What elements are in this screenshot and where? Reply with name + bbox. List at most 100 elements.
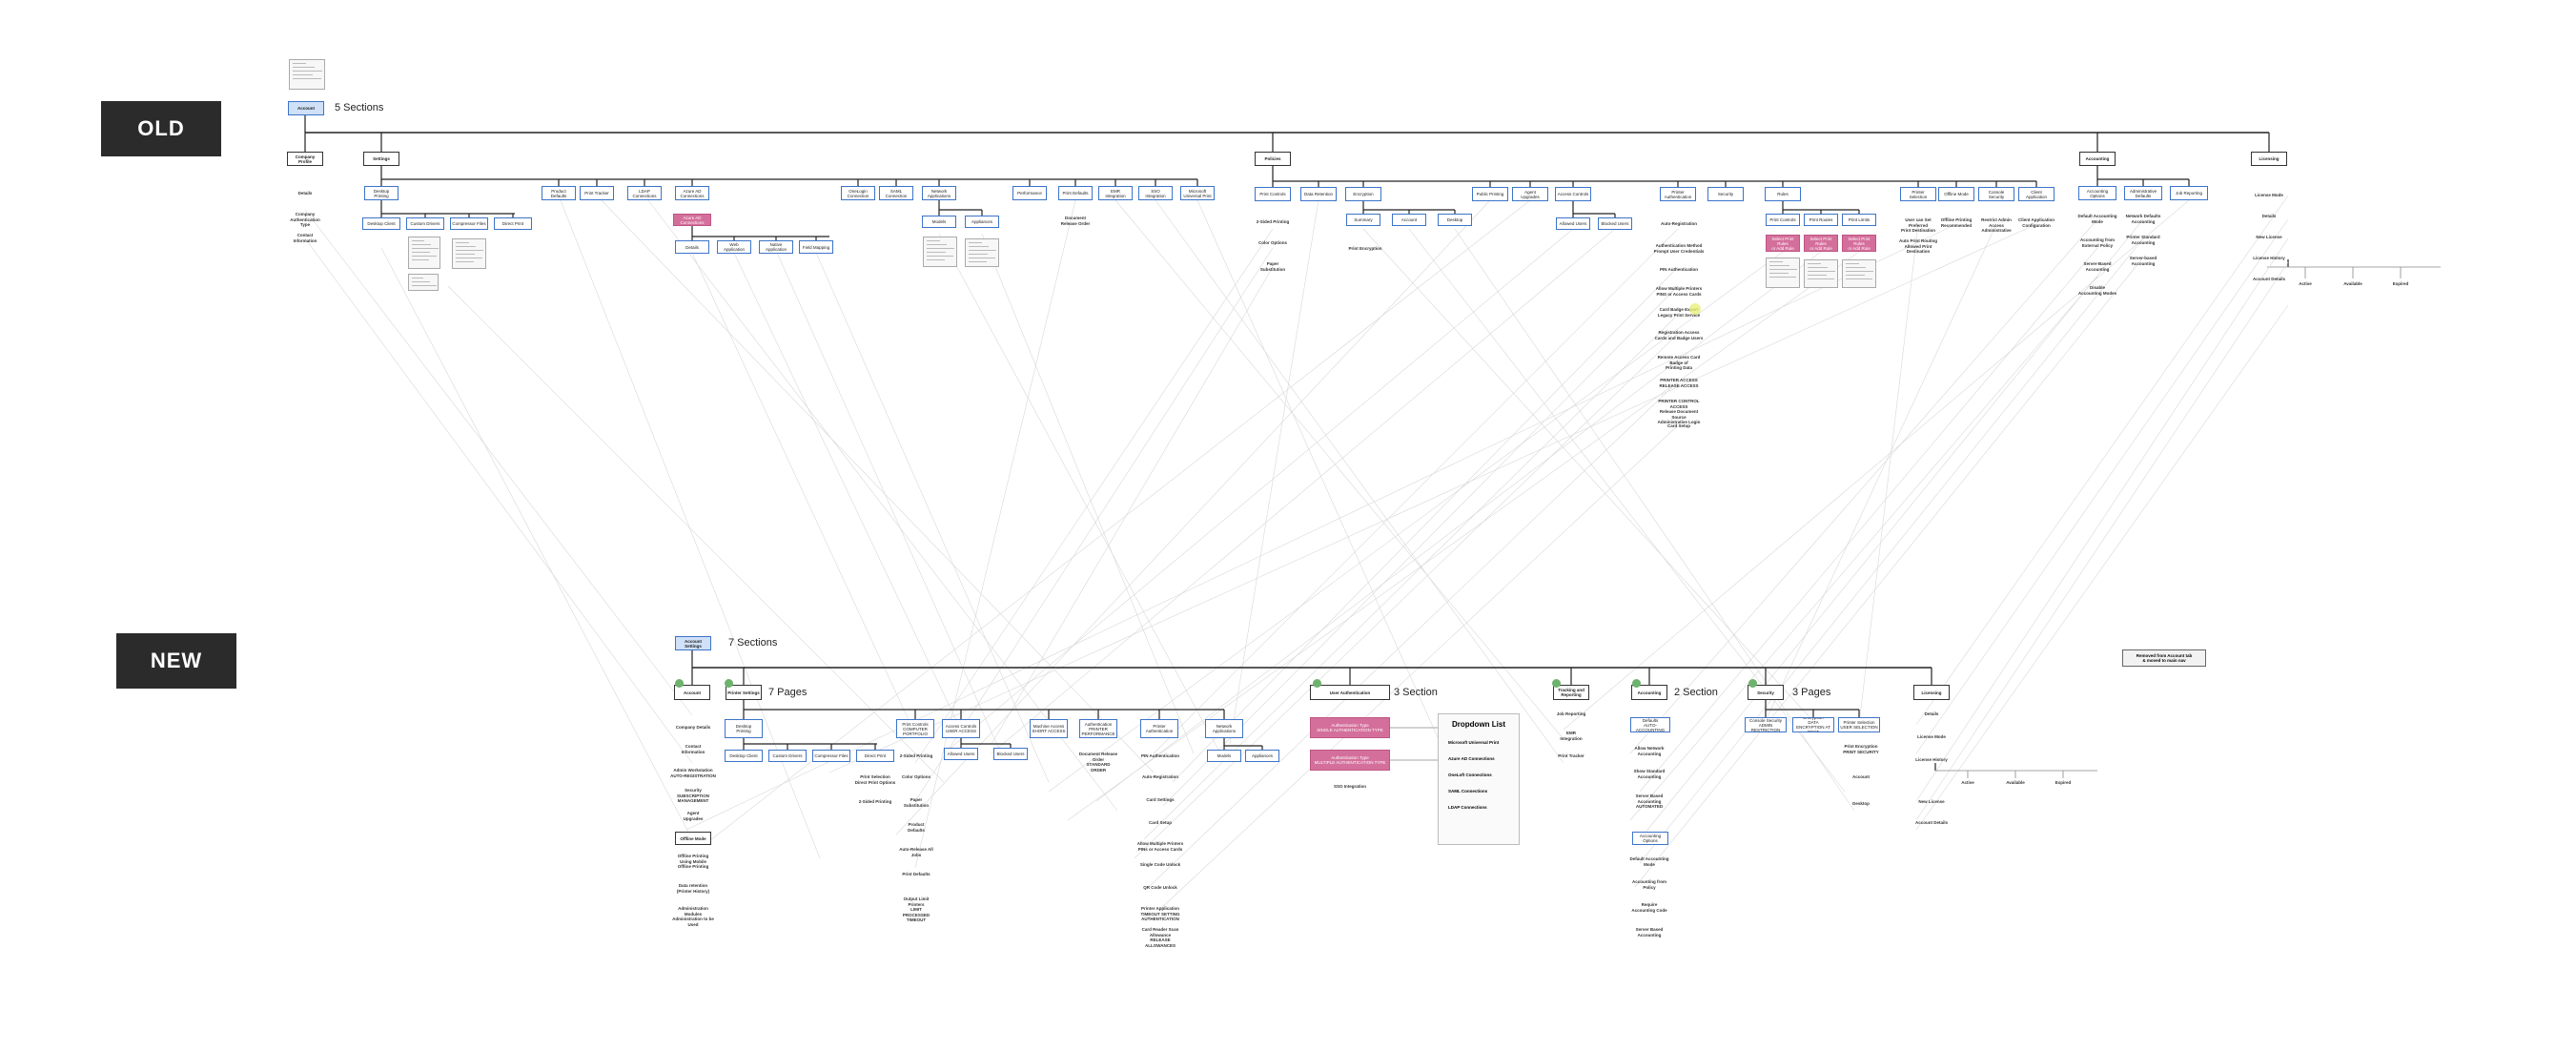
admin-default-item: Network Defaults Accounting: [2125, 214, 2161, 224]
accounting-item: Server Based Accounting: [1635, 927, 1664, 938]
print-control-item: Color Options: [902, 774, 930, 779]
licensing-item: License Mode: [1917, 734, 1946, 739]
status-badge: [1552, 679, 1561, 688]
selection-note: User can Set Preferred Print Destination: [1900, 217, 1935, 233]
desktop-child-box: Compressor Files: [450, 217, 488, 230]
mapping-line: [1634, 257, 2144, 888]
auth-section-count: 3 Section: [1394, 687, 1438, 698]
policies-child-box: Rules: [1765, 187, 1801, 201]
new-desktop-child-box: Custom Drivers: [768, 750, 807, 762]
print-control-item: Print Defaults: [902, 872, 930, 876]
direct-print-note: Print Selection Direct Print Options: [854, 774, 896, 785]
mapping-line: [895, 199, 1491, 835]
node-label: Encryption DATA ENCRYPTION AT REST: [1796, 717, 1830, 732]
printer-child-box: Authentication PRINTER PERFORMANCE: [1079, 719, 1117, 738]
mapping-line: [1134, 333, 1679, 859]
printer-auth-item: Auto-Registration: [1142, 774, 1178, 779]
node-label: Account Settings: [685, 638, 702, 649]
node-label: Print Tracker: [584, 191, 609, 196]
node-label: Print Controls COMPUTER PORTFOLIO: [902, 721, 929, 736]
policies-child-box: Encryption: [1345, 187, 1381, 201]
mapping-line: [1454, 228, 1855, 812]
settings-child-box: OneLogin Connection: [841, 186, 875, 200]
node-label: Account: [1400, 217, 1418, 222]
node-label: Public Printing: [1476, 192, 1504, 196]
printer-auth-item: Authentication Method Prompt User Creden…: [1653, 243, 1705, 254]
desktop-child-box: Direct Print: [494, 217, 532, 230]
printer-child-box: Machine Access SHORT ACCESS: [1030, 719, 1068, 738]
mapping-line: [991, 266, 1274, 745]
access-child-box: Blocked Users: [1598, 217, 1632, 230]
node-label: Console Security ADMIN RESTRICTION: [1748, 717, 1783, 732]
tracking-item: Print Tracker: [1558, 753, 1584, 758]
new-root-node: Account Settings: [675, 636, 711, 650]
node-label: Azure AD Connections: [680, 188, 705, 198]
node-label: Account: [684, 690, 701, 695]
accounting-item: Show Standard Accounting: [1633, 769, 1666, 779]
new-section-box: Security: [1748, 685, 1784, 700]
printer-auth-item: Registration Access Cards and Badge User…: [1654, 330, 1704, 340]
print-control-item: 2-Sided Printing: [1256, 219, 1290, 224]
mapping-line: [1639, 247, 2098, 793]
new-section-box: Tracking and Reporting: [1553, 685, 1589, 700]
auth-pink-box: Authentication Type SINGLE AUTHENTICATIO…: [1310, 717, 1390, 738]
mapping-line: [644, 195, 1118, 812]
print-control-item: Output Limit Printers LIMIT PROCESSED TI…: [902, 896, 930, 922]
node-label: Security: [1717, 192, 1734, 196]
dropdown-item: SAML Connections: [1448, 789, 1488, 793]
account-item: Admin Workstation AUTO-REGISTRATION: [670, 768, 716, 778]
printer-auth-item: Remote Access Card Badge of Printing Dat…: [1657, 355, 1701, 370]
mapping-line: [1629, 218, 2098, 754]
azure-child-box: Details: [675, 240, 709, 254]
node-label: Blocked Users: [1601, 221, 1629, 226]
settings-child-box: EMR Integration: [1098, 186, 1133, 200]
dropdown-item: OneLoft Connections: [1448, 773, 1492, 777]
company-item: Contact Information: [293, 233, 317, 243]
mapping-line: [1915, 261, 2289, 821]
node-label: Printer Authentication: [1664, 189, 1692, 199]
node-label: Direct Print: [501, 221, 524, 226]
mapping-line: [558, 195, 821, 859]
node-label: Print Defaults: [1062, 191, 1089, 196]
accounting-item: Disable Accounting Modes: [2077, 285, 2117, 296]
admin-default-item: Server-based Accounting: [2129, 256, 2157, 266]
mapping-line: [938, 233, 1221, 754]
licensing-item: License History: [1915, 757, 1948, 762]
status-badge: [1632, 679, 1641, 688]
screenshot-thumbnail: [289, 59, 325, 90]
mapping-line: [1915, 195, 2289, 726]
new-label: NEW: [116, 633, 236, 689]
new-access-child-box: Blocked Users: [993, 748, 1028, 760]
node-label: Microsoft Universal Print: [1183, 188, 1212, 198]
license-history-item: Expired: [2055, 780, 2072, 785]
accounting-item: Server-Based Accounting: [2083, 261, 2112, 272]
settings-child-box: Print Tracker: [580, 186, 614, 200]
mapping-line: [914, 199, 1076, 869]
node-label: Job Reporting: [2175, 191, 2203, 196]
mapping-line: [1639, 218, 2144, 840]
node-label: SAML Connection: [885, 188, 908, 198]
mapping-line: [991, 228, 1616, 754]
printer-child-box: Print Controls COMPUTER PORTFOLIO: [896, 719, 934, 738]
licensing-item: Account Details: [1914, 820, 1948, 825]
new-desktop-child-box: Direct Print: [856, 750, 894, 762]
printer-auth-item: Allow Multiple Printers PINS or Access C…: [1655, 286, 1703, 297]
mapping-line: [815, 252, 1050, 783]
licensing-item: License History: [2253, 256, 2285, 260]
settings-child-box: Microsoft Universal Print: [1180, 186, 1215, 200]
status-badge: [1313, 679, 1321, 688]
node-label: Administrative Defaults: [2129, 188, 2157, 198]
licensing-item: New License: [2256, 235, 2282, 239]
mapping-line: [914, 228, 1274, 764]
security-child-box: Printer Selection USER SELECTION: [1838, 717, 1880, 732]
node-label: Access Controls: [1557, 192, 1589, 196]
old-root-node: Account: [288, 101, 324, 115]
node-label: OneLogin Connection: [847, 188, 869, 198]
node-label: Licensing: [1921, 690, 1942, 695]
node-label: Desktop Printing: [373, 188, 390, 198]
encryption-child-box: Desktop: [1438, 214, 1472, 226]
node-label: Select Print Rules or Add Rule: [1809, 236, 1832, 251]
mapping-line: [1048, 251, 1784, 793]
node-label: Offline Mode: [680, 835, 706, 841]
node-label: Field Mapping: [802, 244, 830, 250]
